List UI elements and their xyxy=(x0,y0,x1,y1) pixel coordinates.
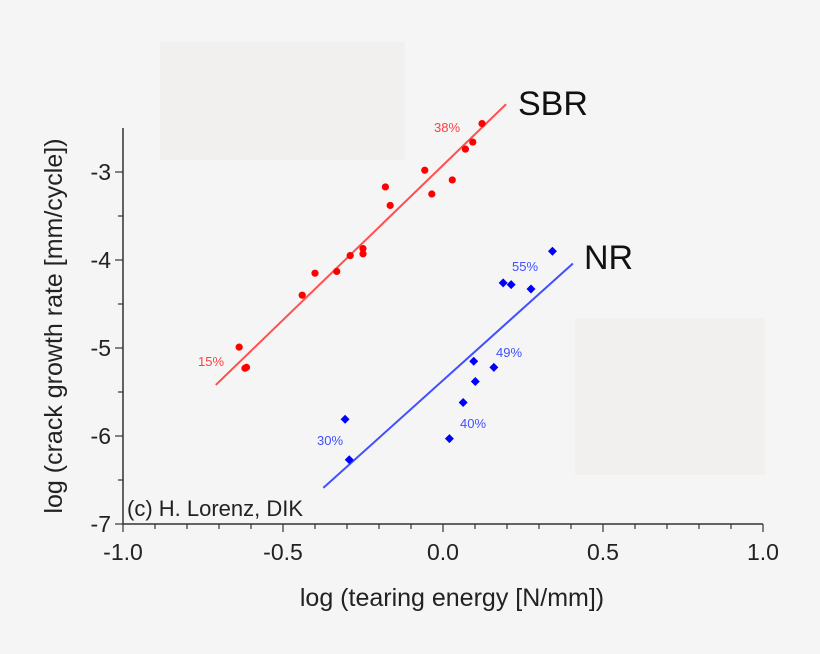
sbr-point xyxy=(241,364,249,372)
y-tick-label: -7 xyxy=(91,511,111,537)
watermark-block xyxy=(575,318,765,475)
sbr-point xyxy=(421,166,429,174)
sbr-point xyxy=(311,269,319,277)
sbr-point xyxy=(359,244,367,253)
nr-point xyxy=(547,246,557,256)
nr-point xyxy=(469,356,479,366)
fit-lines xyxy=(215,103,574,489)
nr-point xyxy=(344,455,354,465)
percent-annotation: 38% xyxy=(434,120,460,135)
x-tick-label: 1.0 xyxy=(747,539,779,565)
sbr-point xyxy=(386,201,394,210)
sbr-point xyxy=(298,291,306,299)
axes: -1.0 -0.5 0.0 0.5 1.0 -3 -4 -5 -6 -7 xyxy=(91,128,779,565)
nr-point xyxy=(340,414,350,424)
x-tick-label: -0.5 xyxy=(263,539,303,565)
sbr-point xyxy=(448,176,456,184)
nr-point xyxy=(458,398,468,408)
credit-text: (c) H. Lorenz, DIK xyxy=(127,496,303,521)
sbr-point xyxy=(428,190,436,198)
sbr-fit-line xyxy=(215,103,507,386)
y-tick-label: -5 xyxy=(91,335,111,361)
nr-point xyxy=(489,362,499,372)
x-tick-label: 0.0 xyxy=(427,539,459,565)
sbr-point xyxy=(461,145,469,153)
sbr-point xyxy=(235,343,243,351)
data-points xyxy=(235,120,557,465)
watermark-block xyxy=(160,42,405,160)
sbr-point xyxy=(346,252,354,260)
sbr-point xyxy=(469,138,477,146)
nr-point xyxy=(444,434,454,444)
series-label-sbr: SBR xyxy=(518,85,588,123)
y-tick-label: -4 xyxy=(91,247,112,273)
x-axis-label: log (tearing energy [N/mm]) xyxy=(300,584,604,612)
percent-annotation: 40% xyxy=(460,416,486,431)
percent-annotation: 30% xyxy=(317,433,343,448)
nr-point xyxy=(498,278,508,288)
percent-annotation: 15% xyxy=(198,354,224,369)
x-tick-label: -1.0 xyxy=(103,539,143,565)
nr-point xyxy=(506,280,516,290)
sbr-point xyxy=(478,120,486,128)
nr-fit-line xyxy=(322,262,574,489)
y-axis-label: log (crack growth rate [mm/cycle]) xyxy=(40,138,68,513)
x-tick-label: 0.5 xyxy=(587,539,619,565)
y-tick-label: -6 xyxy=(91,423,111,449)
nr-point xyxy=(470,376,480,386)
percent-annotation: 49% xyxy=(496,345,522,360)
nr-point xyxy=(526,284,536,294)
y-tick-label: -3 xyxy=(91,159,111,185)
percent-annotation: 55% xyxy=(512,259,538,274)
annotations: 15% 38% 55% 49% 40% 30% xyxy=(198,120,538,448)
sbr-point xyxy=(359,250,367,258)
sbr-point xyxy=(381,183,389,191)
sbr-point xyxy=(333,267,341,276)
series-label-nr: NR xyxy=(584,239,633,277)
